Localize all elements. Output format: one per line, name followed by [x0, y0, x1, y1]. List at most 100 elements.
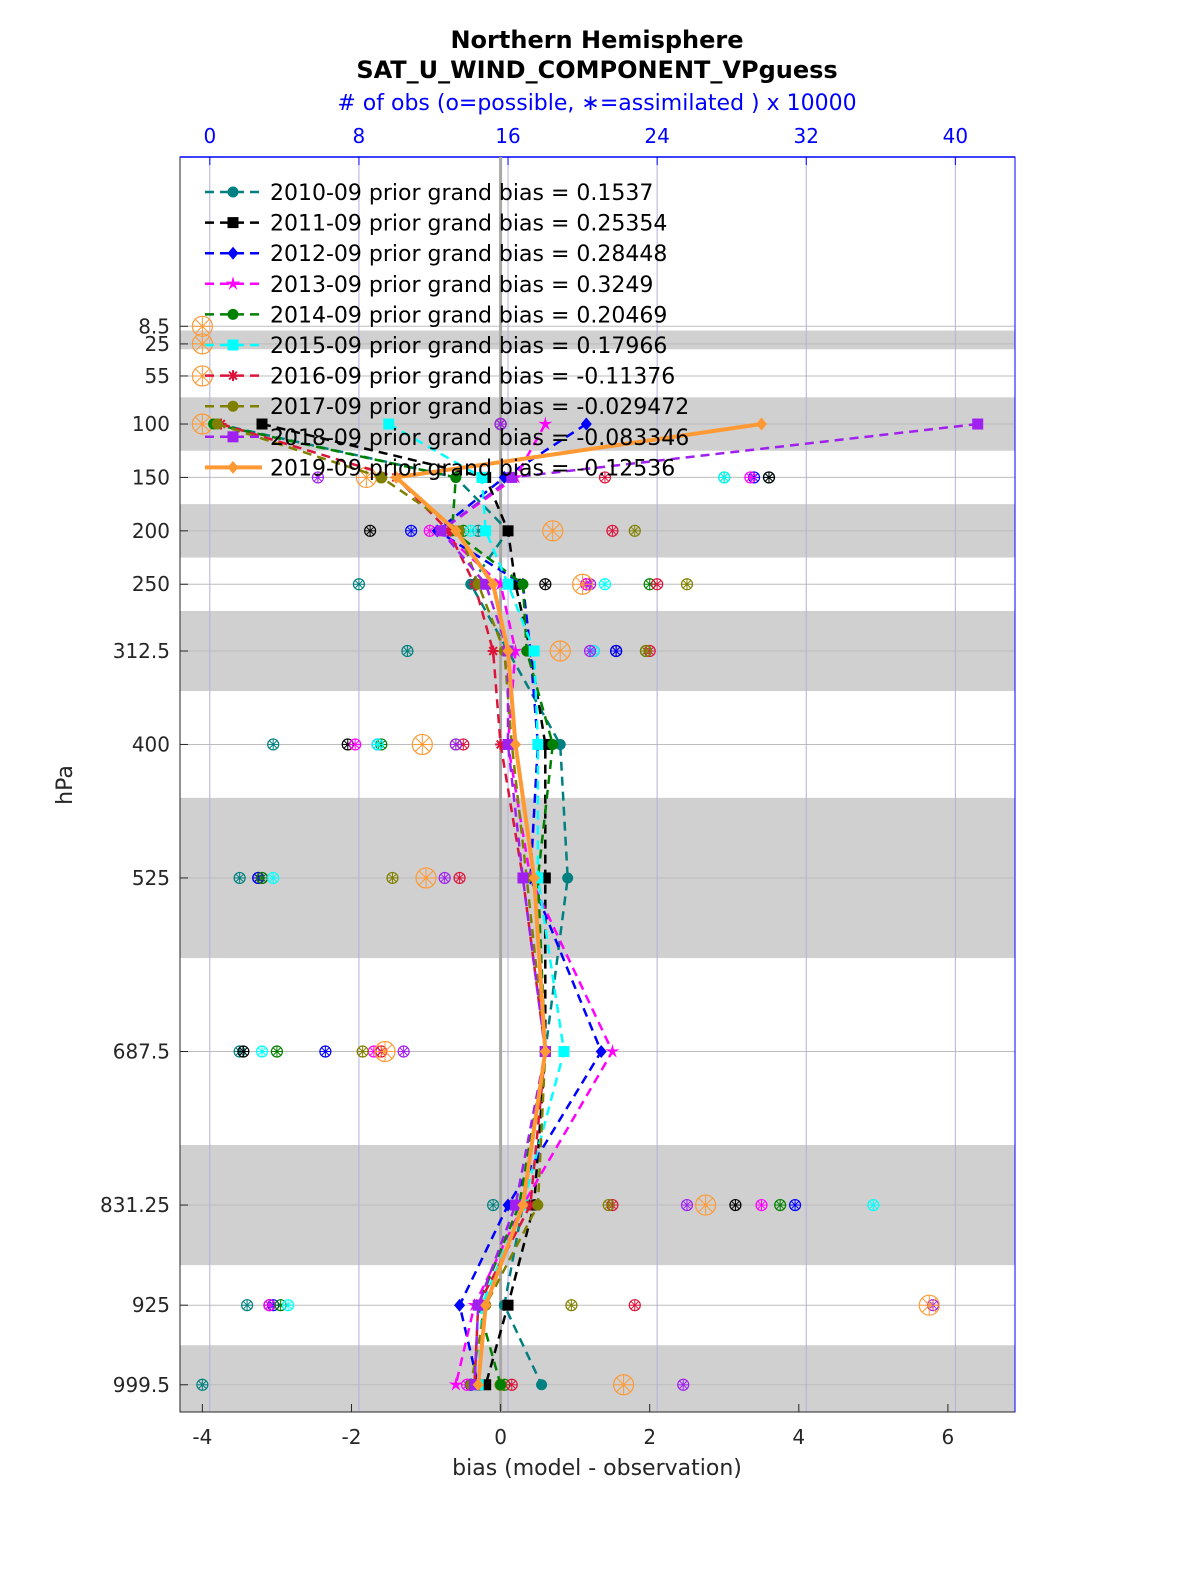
obs-marker-9-13: [612, 1374, 635, 1396]
top-tick-label-4: 32: [794, 124, 819, 148]
obs-marker-8-0: [494, 417, 507, 431]
series-point-5-4: [528, 645, 540, 657]
obs-marker-9-9: [415, 867, 437, 889]
series-point-8-8: [509, 1199, 521, 1211]
obs-marker-3-1: [744, 471, 757, 484]
y-tick-label-10: 687.5: [113, 1040, 170, 1064]
obs-marker-2-7: [319, 1045, 332, 1058]
y-tick-label-9: 525: [132, 866, 170, 890]
top-tick-label-5: 40: [943, 124, 968, 148]
series-point-9-9: [480, 1298, 492, 1312]
series-point-4-10: [495, 1379, 507, 1391]
obs-marker-5-3: [598, 578, 612, 591]
series-point-8-0: [972, 418, 984, 430]
series-point-3-7: [605, 1044, 620, 1058]
legend: 2010-09 prior grand bias = 0.1537 2011-09…: [205, 181, 689, 481]
obs-marker-5-5: [371, 738, 384, 751]
legend-swatch-marker-2: [227, 246, 239, 260]
series-line-0: [217, 422, 569, 1386]
series-point-7-0: [211, 418, 223, 430]
y-axis-ticks: 8.525 55 100 150 200 250 312.5 400 525 687.5 831.2…: [100, 314, 188, 1397]
obs-marker-9-5: [542, 520, 564, 542]
obs-marker-8-1: [311, 471, 325, 484]
obs-marker-6-10: [505, 1378, 518, 1391]
y-tick-label-8: 400: [132, 732, 170, 756]
obs-marker-6-2: [606, 524, 619, 537]
obs-marker-4-6: [255, 871, 269, 885]
obs-marker-8-10: [677, 1378, 690, 1391]
legend-swatch-marker-6: [227, 370, 239, 382]
obs-marker-5-2: [464, 524, 477, 537]
series-point-8-5: [502, 738, 514, 750]
chart-title: Northern Hemisphere: [450, 26, 743, 54]
series-point-1-6: [539, 872, 551, 884]
obs-marker-7-4: [639, 644, 653, 658]
legend-entry-9: 2019-09 prior grand bias = -0.12536: [270, 456, 675, 481]
obs-marker-7-9: [565, 1299, 578, 1312]
y-tick-label-12: 925: [132, 1293, 170, 1317]
series-point-7-8: [532, 1199, 544, 1211]
series-point-9-1: [390, 470, 402, 484]
obs-marker-1-7: [237, 1045, 250, 1058]
series-point-3-3: [493, 576, 508, 591]
series-point-3-0: [538, 416, 553, 431]
series-point-5-5: [532, 738, 544, 750]
x-tick-label-5: 6: [942, 1425, 955, 1449]
series-point-6-4: [487, 645, 499, 657]
series-point-1-0: [256, 418, 268, 430]
obs-marker-0-6: [233, 871, 246, 885]
series-point-5-3: [502, 578, 514, 590]
series-line-8: [439, 422, 978, 1385]
series-line-4: [213, 422, 555, 1386]
obs-marker-6-3: [651, 578, 664, 591]
x-tick-label-2: 0: [494, 1425, 507, 1449]
legend-entry-3: 2013-09 prior grand bias = 0.3249: [270, 273, 653, 298]
obs-marker-1-8: [729, 1198, 742, 1212]
legend-entry-4: 2014-09 prior grand bias = 0.20469: [270, 303, 667, 328]
obs-marker-8-8: [680, 1198, 694, 1212]
obs-marker-0-10: [196, 1378, 209, 1391]
obs-marker-5-9: [282, 1299, 295, 1312]
legend-entry-1: 2011-09 prior grand bias = 0.25354: [270, 212, 667, 237]
obs-marker-3-5: [349, 738, 362, 751]
legend-swatch-marker-1: [227, 217, 239, 229]
series-point-2-7: [595, 1045, 607, 1059]
series-point-9-0: [756, 417, 768, 431]
obs-marker-2-4: [610, 644, 623, 658]
series-point-1-9: [502, 1299, 514, 1311]
series-point-9-5: [509, 737, 521, 751]
series-point-9-8: [517, 1198, 529, 1212]
y-axis-label: hPa: [53, 765, 78, 805]
legend-swatch-marker-0: [227, 186, 239, 198]
legend-swatch-marker-4: [227, 308, 239, 320]
obs-marker-5-6: [267, 871, 280, 885]
y-tick-label-4: 150: [132, 465, 170, 489]
series-point-0-6: [562, 872, 574, 884]
obs-marker-0-3: [352, 578, 366, 591]
obs-marker-7-7: [356, 1045, 369, 1058]
legend-entry-7: 2017-09 prior grand bias = -0.029472: [270, 395, 689, 420]
obs-marker-9-0: [191, 315, 213, 337]
x-tick-label-4: 4: [792, 1425, 805, 1449]
series-point-3-10: [448, 1377, 463, 1391]
obs-marker-4-8: [774, 1198, 787, 1212]
top-tick-label-0: 0: [203, 124, 216, 148]
obs-marker-0-8: [487, 1198, 500, 1212]
obs-marker-2-2: [405, 524, 418, 537]
y-tick-label-11: 831.25: [100, 1193, 170, 1217]
obs-marker-1-2: [364, 524, 377, 537]
top-axis-ticks: 0 8 16 24 32 40: [203, 124, 968, 165]
obs-marker-6-9: [628, 1299, 641, 1312]
x-tick-label-1: -2: [341, 1425, 361, 1449]
obs-marker-9-2: [191, 365, 213, 387]
obs-marker-7-8: [602, 1198, 615, 1212]
series-point-9-4: [502, 644, 514, 658]
observation-count-markers: [191, 315, 940, 1396]
y-tick-label-5: 200: [132, 519, 170, 543]
legend-swatch-marker-3: [225, 276, 241, 290]
obs-marker-8-7: [397, 1045, 410, 1058]
obs-marker-1-3: [539, 578, 552, 591]
legend-entry-2: 2012-09 prior grand bias = 0.28448: [270, 242, 667, 267]
top-tick-label-1: 8: [353, 124, 366, 148]
